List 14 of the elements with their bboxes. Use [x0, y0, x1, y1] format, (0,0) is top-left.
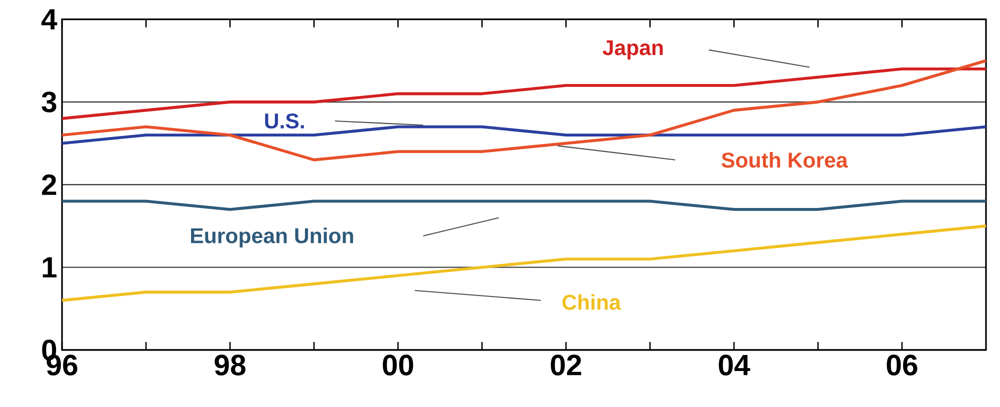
x-tick-label: 02 [550, 354, 582, 376]
y-tick-label: 4 [41, 9, 58, 30]
x-tick-label: 00 [382, 354, 414, 376]
series-label: South Korea [722, 152, 848, 168]
x-tick-label: 98 [214, 354, 246, 376]
series-label: European Union [191, 228, 354, 248]
y-tick-label: 3 [42, 92, 56, 112]
x-tick-label: 04 [718, 354, 750, 376]
series-label: U.S. [265, 113, 304, 129]
series-label: China [562, 294, 621, 310]
series-label: Japan [602, 40, 663, 60]
y-tick-label: 1 [42, 257, 56, 278]
y-tick-label: 2 [42, 174, 56, 195]
x-tick-label: 06 [886, 354, 918, 376]
